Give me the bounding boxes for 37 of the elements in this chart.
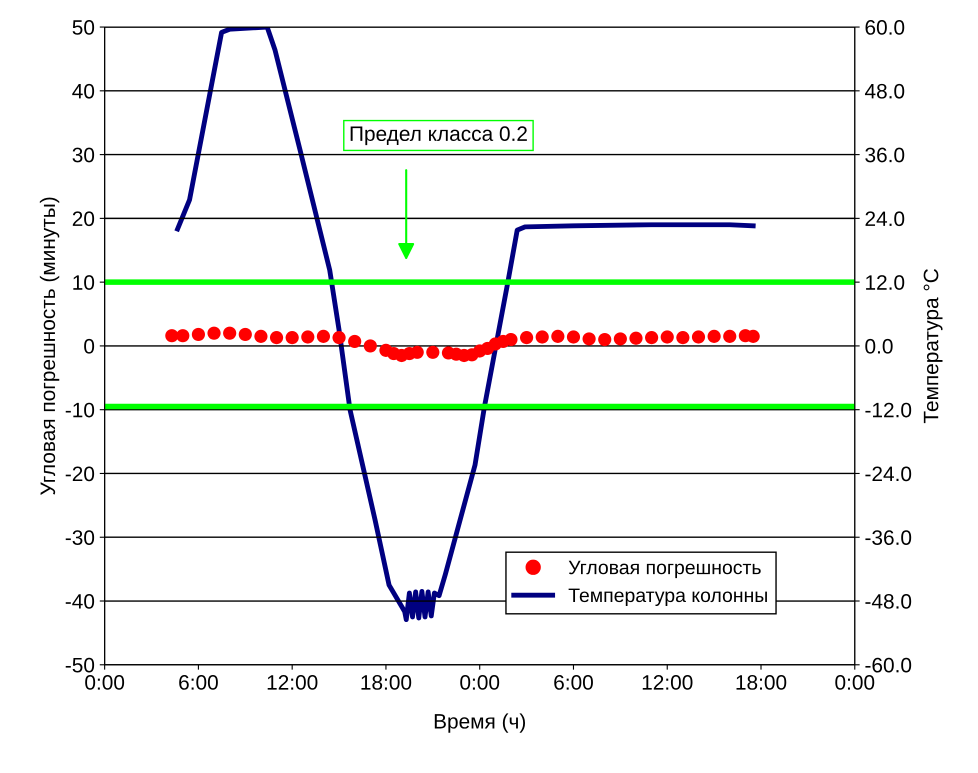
x-tick-label: 0:00 [835,675,874,690]
y2-axis-title: Температура °C [924,269,943,424]
y2-tick-label: -60.0 [865,658,912,673]
x-tick-label: 12:00 [268,675,318,690]
legend-label: Температура колонны [568,588,767,606]
x-tick-label: 18:00 [736,675,786,690]
y-axis-title: Угловая погрешность (минуты) [40,198,60,495]
x-tick-label: 6:00 [179,675,218,690]
x-axis-title: Время (ч) [434,713,526,733]
y2-tick-label: -24.0 [865,466,912,482]
y-tick-label: -50 [66,658,94,673]
y-tick-label: 40 [72,84,94,99]
x-tick-label: 0:00 [85,675,124,690]
x-tick-label: 18:00 [361,675,412,690]
annotation: Предел класса 0.2 [350,126,527,146]
y2-tick-label: -12.0 [865,402,912,418]
y2-tick-label: -36.0 [865,530,912,545]
y-tick-label: -30 [66,530,94,545]
y2-tick-label: 12.0 [866,275,904,290]
y2-tick-label: 0.0 [865,338,893,354]
y-tick-label: -20 [66,466,94,482]
y-tick-label: 10 [73,275,94,290]
y-tick-label: 50 [72,20,94,35]
y-tick-label: 20 [72,211,94,226]
y-tick-label: 30 [72,148,94,162]
y-tick-label: -40 [66,594,94,609]
x-tick-label: 6:00 [554,675,593,690]
legend-label: Угловая погрешность [568,560,761,578]
y2-tick-label: -48.0 [865,594,912,609]
y-tick-label: -10 [66,402,94,418]
y2-tick-label: 24.0 [866,211,904,226]
x-tick-label: 12:00 [642,675,692,690]
y2-tick-label: 48.0 [864,84,904,99]
y-tick-label: 0 [84,338,94,354]
y2-tick-label: 36.0 [865,148,904,162]
x-tick-label: 0:00 [460,675,500,690]
y2-tick-label: 60.0 [866,20,904,35]
